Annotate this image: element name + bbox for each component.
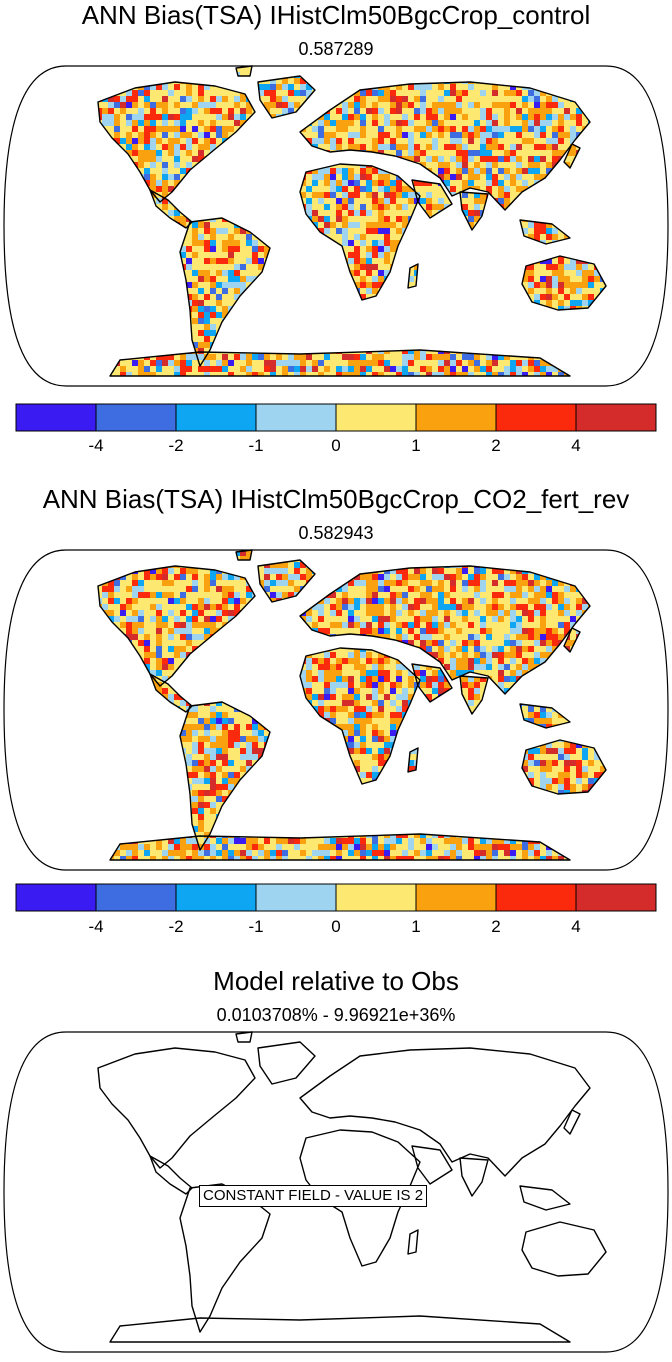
colorbar-swatch [175, 403, 257, 432]
colorbar-tick-label: 1 [411, 917, 421, 936]
panel2-colorbar [15, 883, 657, 912]
colorbar-swatch [575, 403, 657, 432]
colorbar-tick-label: -4 [88, 436, 104, 455]
colorbar-swatch [415, 883, 497, 912]
colorbar-tick-label: 4 [571, 917, 581, 936]
panel2-subtitle: 0.582943 [298, 523, 374, 543]
colorbar-swatch [495, 883, 577, 912]
coastlines [97, 549, 607, 861]
colorbar-swatch [415, 403, 497, 432]
panel1-map [3, 65, 669, 387]
colorbar-swatch [575, 883, 657, 912]
colorbar-swatch [15, 883, 97, 912]
bias-field [98, 66, 606, 376]
colorbar-tick-label: 0 [331, 917, 341, 936]
colorbar-tick-label: -1 [248, 917, 264, 936]
panel1-title: ANN Bias(TSA) IHistClm50BgcCrop_control [81, 0, 591, 30]
colorbar-swatch [95, 883, 177, 912]
colorbar-swatch [495, 403, 577, 432]
bias-field [98, 550, 606, 860]
colorbar-swatch [15, 403, 97, 432]
colorbar-tick-label: 2 [491, 917, 501, 936]
colorbar-tick-label: 1 [411, 436, 421, 455]
coastlines [97, 65, 607, 377]
colorbar-swatch [335, 883, 417, 912]
panel3-subtitle: 0.0103708% - 9.96921e+36% [216, 1005, 456, 1025]
map-frame [3, 549, 669, 871]
colorbar-tick-label: -2 [168, 436, 184, 455]
colorbar-swatch [335, 403, 417, 432]
colorbar-swatch [255, 403, 337, 432]
panel1-subtitle: 0.587289 [298, 39, 374, 59]
colorbar-tick-label: 0 [331, 436, 341, 455]
colorbar-tick-label: -1 [248, 436, 264, 455]
colorbar-tick-label: -4 [88, 917, 104, 936]
colorbar-swatch [95, 403, 177, 432]
colorbar-tick-label: 4 [571, 436, 581, 455]
colorbar-tick-label: -2 [168, 917, 184, 936]
panel2-map [3, 549, 669, 871]
colorbar-swatch [255, 883, 337, 912]
map-frame [3, 1031, 669, 1353]
colorbar-swatch [175, 883, 257, 912]
constant-field-label: CONSTANT FIELD - VALUE IS 2 [199, 1185, 428, 1207]
panel2-title: ANN Bias(TSA) IHistClm50BgcCrop_CO2_fert… [42, 484, 630, 514]
map-frame [3, 65, 669, 387]
panel3-title: Model relative to Obs [213, 966, 459, 996]
panel1-colorbar [15, 403, 657, 432]
colorbar-tick-label: 2 [491, 436, 501, 455]
